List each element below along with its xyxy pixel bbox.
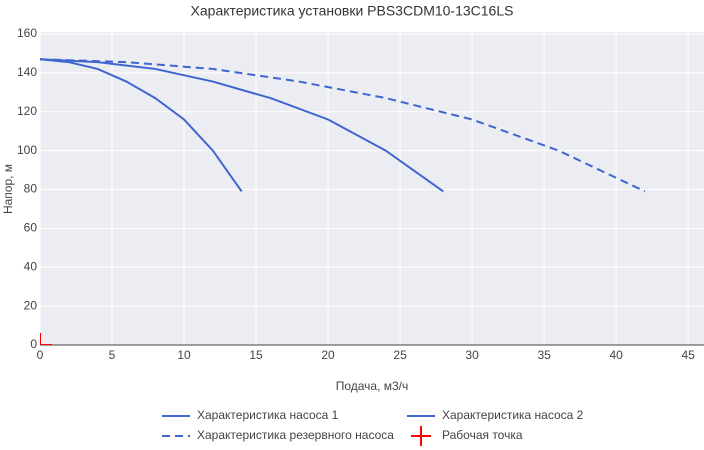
x-tick-label: 35 bbox=[537, 348, 551, 362]
y-tick-label: 80 bbox=[24, 182, 38, 196]
legend-label: Характеристика насоса 2 bbox=[442, 408, 584, 422]
pump-curve bbox=[40, 58, 444, 193]
legend-label: Рабочая точка bbox=[442, 428, 523, 442]
y-tick-label: 100 bbox=[17, 143, 37, 157]
x-tick-label: 20 bbox=[321, 348, 335, 362]
y-tick-label: 60 bbox=[24, 221, 38, 235]
grid bbox=[39, 32, 704, 346]
plot bbox=[40, 58, 646, 345]
x-tick-label: 0 bbox=[37, 348, 44, 362]
y-tick-label: 40 bbox=[24, 259, 38, 273]
legend-symbol bbox=[411, 426, 431, 446]
y-tick-label: 140 bbox=[17, 65, 37, 79]
x-tick-label: 5 bbox=[109, 348, 116, 362]
x-tick-label: 40 bbox=[609, 348, 623, 362]
x-tick-label: 15 bbox=[249, 348, 263, 362]
x-tick-label: 45 bbox=[681, 348, 695, 362]
x-tick-label: 30 bbox=[465, 348, 479, 362]
y-tick-label: 160 bbox=[17, 26, 37, 40]
pump-curve bbox=[40, 58, 243, 192]
y-tick-label: 120 bbox=[17, 104, 37, 118]
x-axis-title: Подача, м3/ч bbox=[336, 379, 409, 393]
legend-label: Характеристика насоса 1 bbox=[197, 408, 339, 422]
legend: Характеристика насоса 1 Характеристика на… bbox=[162, 408, 584, 446]
pump-curve bbox=[40, 58, 646, 193]
y-tick-label: 0 bbox=[30, 337, 37, 351]
y-axis-title: Напор, м bbox=[1, 164, 15, 214]
chart-title: Характеристика установки PBS3CDM10-13C16… bbox=[191, 3, 514, 19]
x-tick-label: 25 bbox=[393, 348, 407, 362]
x-tick-label: 10 bbox=[177, 348, 191, 362]
y-tick-label: 20 bbox=[24, 298, 38, 312]
plot-area bbox=[40, 32, 704, 345]
legend-label: Характеристика резервного насоса bbox=[197, 428, 394, 442]
